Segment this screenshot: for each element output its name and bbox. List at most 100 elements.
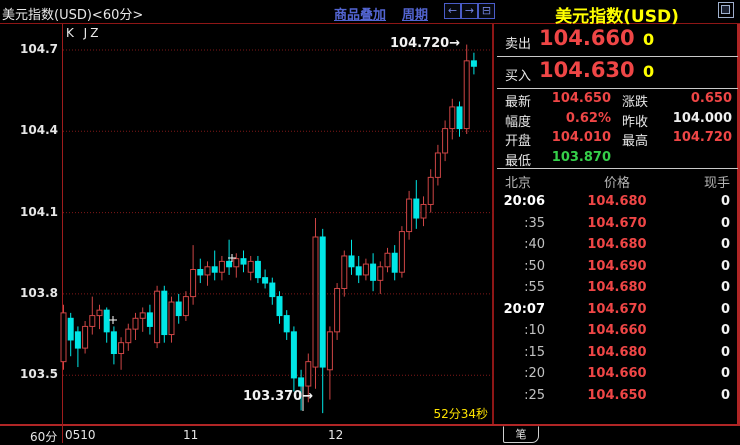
- tick-time: :10: [524, 323, 545, 338]
- tick-volume: 0: [720, 280, 730, 295]
- x-tick-label: 12: [328, 428, 344, 442]
- tick-row: :15 104.680 0: [497, 343, 738, 364]
- maximize-icon-inner: [721, 5, 730, 14]
- tick-price: 104.680: [587, 344, 647, 360]
- candle-body: [341, 255, 348, 289]
- candle-body: [161, 290, 168, 336]
- candle-body: [377, 266, 384, 281]
- next-arrow-icon[interactable]: →: [461, 3, 478, 19]
- tick-time: 20:07: [503, 301, 545, 317]
- stat-label: 幅度: [505, 114, 532, 130]
- maximize-icon[interactable]: [718, 2, 734, 18]
- stat-row: 幅度 0.62% 昨收 104.000: [497, 110, 738, 130]
- candle-body: [283, 315, 290, 333]
- chart-title: 美元指数(USD)<60分>: [2, 8, 144, 23]
- candle-body: [420, 203, 427, 219]
- candle-body: [125, 328, 132, 344]
- candle-body: [406, 198, 413, 233]
- candle-body: [276, 296, 283, 317]
- tick-row: :40 104.680 0: [497, 235, 738, 256]
- stat-value: 104.010: [551, 130, 611, 145]
- sell-label: 卖出: [505, 37, 532, 52]
- y-tick-label: 104.1: [20, 205, 58, 219]
- tick-volume: 0: [720, 323, 730, 338]
- tick-time: :55: [524, 280, 545, 295]
- stat-value: 0.650: [690, 91, 732, 106]
- candle-body: [262, 277, 269, 284]
- indicator-label: K JZ: [66, 26, 102, 40]
- tab-ticks[interactable]: 笔: [503, 426, 539, 443]
- candle-body: [110, 331, 117, 355]
- stat-label: 最高: [622, 134, 649, 149]
- period-link[interactable]: 周期: [402, 8, 429, 23]
- candle-body: [384, 252, 391, 268]
- candle-body: [427, 176, 434, 205]
- candle-body: [67, 317, 74, 341]
- candle-body: [96, 309, 103, 317]
- tick-price: 104.660: [587, 323, 647, 338]
- candle-body: [240, 258, 247, 265]
- candle-body: [355, 266, 362, 276]
- candle-body: [334, 287, 341, 333]
- candle-body: [168, 301, 175, 336]
- candle-body: [463, 60, 470, 130]
- candle-body: [139, 312, 146, 319]
- tick-row: :20 104.660 0: [497, 364, 738, 385]
- candle-body: [103, 309, 110, 333]
- candle-body: [226, 260, 233, 268]
- buy-price[interactable]: 104.630: [539, 58, 635, 82]
- candle-body: [442, 128, 449, 154]
- candle-body: [132, 317, 139, 330]
- candle-body: [362, 263, 369, 276]
- tick-row: :55 104.680 0: [497, 278, 738, 299]
- sell-size: 0: [643, 30, 655, 49]
- candle-body: [298, 377, 305, 387]
- stat-value: 0.62%: [565, 110, 611, 126]
- panel-divider: [497, 56, 738, 57]
- tick-volume: 0: [720, 301, 730, 317]
- tick-volume: 0: [720, 258, 730, 274]
- x-axis-line: [0, 424, 740, 426]
- chart-panel-divider: [492, 24, 494, 424]
- stat-row: 开盘 104.010 最高 104.720: [497, 129, 738, 149]
- col-header-time: 北京: [505, 176, 532, 191]
- tick-time: :20: [524, 366, 545, 381]
- y-axis-line: [62, 24, 63, 443]
- stat-label: 涨跌: [622, 95, 649, 110]
- col-header-price: 价格: [603, 176, 630, 191]
- tick-row: :50 104.690 0: [497, 257, 738, 278]
- tick-volume: 0: [720, 344, 730, 360]
- interval-label: 60分: [30, 430, 58, 444]
- candle-body: [74, 331, 81, 349]
- stat-label: 最新: [505, 95, 532, 110]
- quote-symbol-title: 美元指数(USD): [555, 7, 679, 27]
- candle-body: [470, 60, 477, 67]
- candle-body: [190, 269, 197, 298]
- overlay-products-link[interactable]: 商品叠加: [334, 8, 387, 23]
- high-annotation: 104.720→: [390, 36, 461, 51]
- tick-volume: 0: [720, 237, 730, 252]
- tick-time: :35: [524, 215, 545, 231]
- bar-countdown-timer: 52分34秒: [433, 407, 488, 421]
- tick-price: 104.680: [587, 280, 647, 295]
- candle-body: [348, 255, 355, 268]
- tick-row: :10 104.660 0: [497, 321, 738, 342]
- tick-price: 104.650: [587, 387, 647, 403]
- candle-body: [175, 301, 182, 317]
- candle-body: [370, 263, 377, 281]
- tick-time: 20:06: [503, 194, 545, 209]
- buy-label: 买入: [505, 69, 532, 84]
- candle-body: [233, 258, 240, 268]
- low-annotation: 103.370→: [243, 389, 314, 404]
- tick-row: :35 104.670 0: [497, 214, 738, 235]
- tick-row: 20:06 104.680 0: [497, 192, 738, 213]
- tick-time: :15: [524, 344, 545, 360]
- panel-layout-icon[interactable]: ⊟: [478, 3, 495, 19]
- candle-body: [182, 296, 189, 317]
- right-edge-border: [737, 24, 740, 425]
- candlestick-chart[interactable]: [0, 24, 497, 425]
- sell-price[interactable]: 104.660: [539, 26, 635, 50]
- prev-arrow-icon[interactable]: ←: [444, 3, 461, 19]
- tick-price: 104.680: [587, 237, 647, 252]
- stat-value: 104.000: [672, 110, 732, 126]
